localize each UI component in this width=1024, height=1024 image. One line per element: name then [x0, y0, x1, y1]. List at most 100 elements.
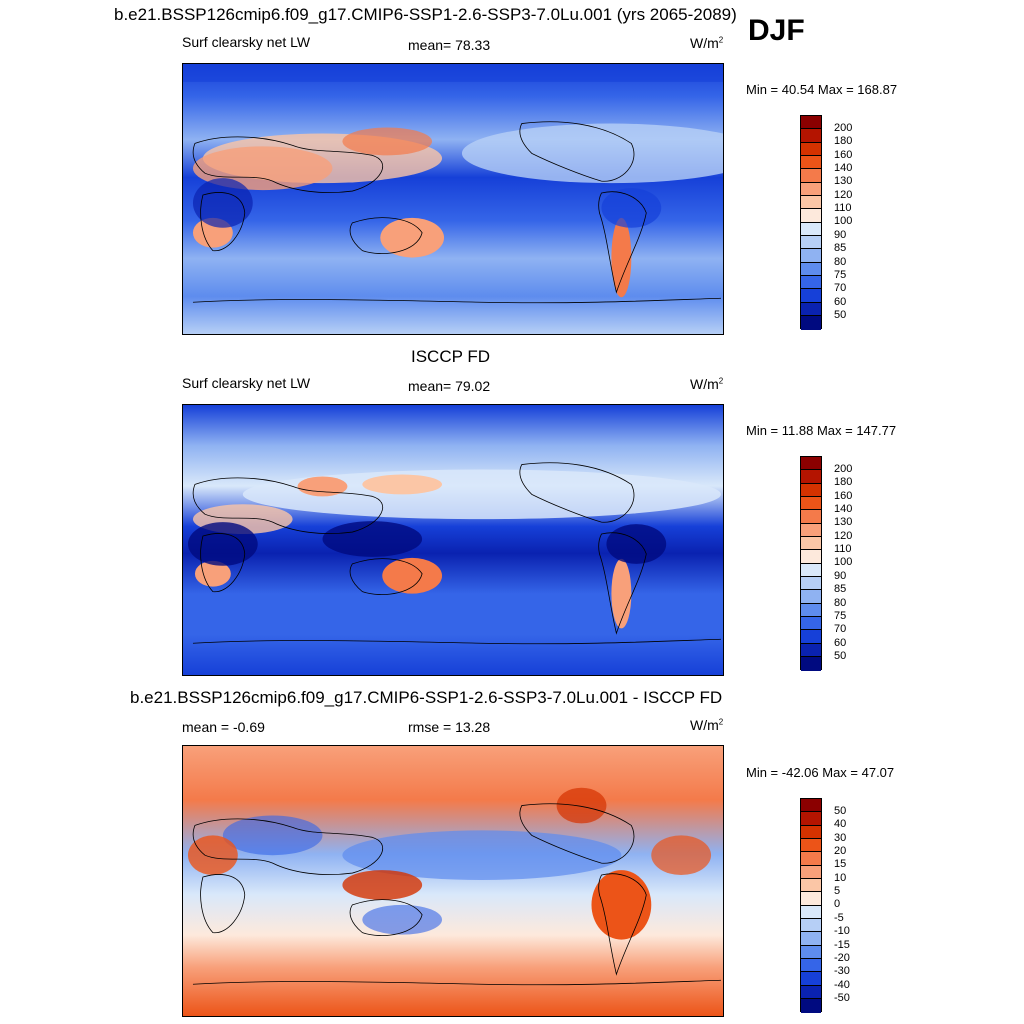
colorbar-box — [801, 222, 821, 237]
panel2-map — [182, 404, 724, 676]
colorbar-tick: 50 — [834, 805, 847, 817]
colorbar-box — [801, 945, 821, 960]
colorbar-tick: 85 — [834, 583, 847, 596]
panel1-map-field — [183, 64, 723, 334]
colorbar-tick: 40 — [834, 818, 847, 831]
colorbar-box — [801, 852, 821, 866]
colorbar-tick: 120 — [834, 188, 853, 201]
colorbar-box — [801, 905, 821, 920]
panel2-colorbar — [800, 456, 822, 671]
colorbar-box — [801, 590, 821, 604]
colorbar-tick: 30 — [834, 831, 847, 844]
panel3-map-field — [183, 746, 723, 1016]
panel2-variable-label: Surf clearsky net LW — [182, 375, 311, 391]
panel1-title: b.e21.BSSP126cmip6.f09_g17.CMIP6-SSP1-2.… — [114, 5, 737, 24]
panel2-title: ISCCP FD — [411, 347, 491, 366]
panel3-mean-label: mean = -0.69 — [182, 719, 265, 735]
colorbar-box — [801, 276, 821, 290]
colorbar-box — [801, 289, 821, 303]
colorbar-box — [801, 129, 821, 143]
colorbar-box — [801, 985, 821, 1000]
colorbar-tick: 140 — [834, 162, 853, 175]
colorbar-tick: 130 — [834, 175, 853, 188]
colorbar-box — [801, 523, 821, 538]
colorbar-tick: 90 — [834, 569, 847, 582]
colorbar-box — [801, 999, 821, 1013]
colorbar-tick: 60 — [834, 636, 847, 649]
colorbar-tick: 110 — [834, 202, 852, 215]
colorbar-tick: 5 — [834, 885, 841, 898]
colorbar-box — [801, 839, 821, 853]
colorbar-tick: 120 — [834, 529, 853, 542]
colorbar-box — [801, 603, 821, 618]
panel2-minmax: Min = 11.88 Max = 147.77 — [746, 423, 897, 438]
panel1-minmax: Min = 40.54 Max = 168.87 — [746, 82, 898, 97]
colorbar-box — [801, 262, 821, 277]
colorbar-box — [801, 169, 821, 183]
colorbar-box — [801, 316, 821, 330]
colorbar-tick: 70 — [834, 282, 847, 295]
panel3-units: W/m2 — [690, 717, 724, 733]
colorbar-tick: 20 — [834, 845, 847, 858]
colorbar-box — [801, 630, 821, 644]
colorbar-box — [801, 510, 821, 524]
colorbar-box — [801, 643, 821, 658]
colorbar-box — [801, 116, 821, 130]
colorbar-tick: 75 — [834, 268, 847, 281]
season-label: DJF — [748, 14, 805, 47]
colorbar-tick: 80 — [834, 255, 847, 268]
colorbar-tick: 10 — [834, 871, 847, 884]
colorbar-box — [801, 249, 821, 263]
colorbar-tick: 50 — [834, 649, 847, 662]
colorbar-tick: -10 — [834, 925, 850, 938]
colorbar-tick: 50 — [834, 308, 847, 321]
colorbar-tick: 70 — [834, 623, 847, 636]
colorbar-box — [801, 919, 821, 933]
colorbar-tick: 200 — [834, 463, 853, 475]
colorbar-box — [801, 196, 821, 210]
colorbar-box — [801, 879, 821, 893]
panel1-map — [182, 63, 724, 335]
colorbar-tick: 130 — [834, 516, 853, 529]
colorbar-tick: 180 — [834, 476, 853, 489]
panel2-map-field — [183, 405, 723, 675]
colorbar-tick: 100 — [834, 215, 853, 228]
panel3-title: b.e21.BSSP126cmip6.f09_g17.CMIP6-SSP1-2.… — [130, 688, 723, 707]
colorbar-box — [801, 142, 821, 157]
colorbar-tick: 200 — [834, 122, 853, 134]
colorbar-box — [801, 182, 821, 197]
panel2-units: W/m2 — [690, 376, 724, 392]
colorbar-box — [801, 657, 821, 671]
colorbar-box — [801, 457, 821, 471]
panel1-variable-label: Surf clearsky net LW — [182, 34, 311, 50]
panel3-map — [182, 745, 724, 1017]
colorbar-box — [801, 825, 821, 840]
colorbar-box — [801, 892, 821, 906]
colorbar-tick: 85 — [834, 242, 847, 255]
colorbar-tick: 110 — [834, 543, 852, 556]
colorbar-box — [801, 209, 821, 223]
colorbar-tick: -40 — [834, 978, 850, 991]
colorbar-tick: 180 — [834, 135, 853, 148]
colorbar-box — [801, 972, 821, 986]
colorbar-tick: 100 — [834, 556, 853, 569]
colorbar-box — [801, 236, 821, 250]
colorbar-tick: -20 — [834, 951, 850, 964]
colorbar-box — [801, 812, 821, 826]
panel3-minmax: Min = -42.06 Max = 47.07 — [746, 765, 895, 780]
colorbar-box — [801, 156, 821, 170]
colorbar-tick: -50 — [834, 991, 850, 1004]
colorbar-tick: -30 — [834, 965, 850, 978]
colorbar-box — [801, 932, 821, 946]
colorbar-tick: -5 — [834, 911, 844, 924]
colorbar-tick: 60 — [834, 295, 847, 308]
colorbar-box — [801, 497, 821, 511]
colorbar-tick: 15 — [834, 858, 847, 871]
colorbar-tick: 90 — [834, 228, 847, 241]
colorbar-tick: 80 — [834, 596, 847, 609]
panel1-units: W/m2 — [690, 35, 724, 51]
colorbar-box — [801, 563, 821, 578]
colorbar-box — [801, 483, 821, 498]
colorbar-box — [801, 550, 821, 564]
colorbar-box — [801, 865, 821, 880]
